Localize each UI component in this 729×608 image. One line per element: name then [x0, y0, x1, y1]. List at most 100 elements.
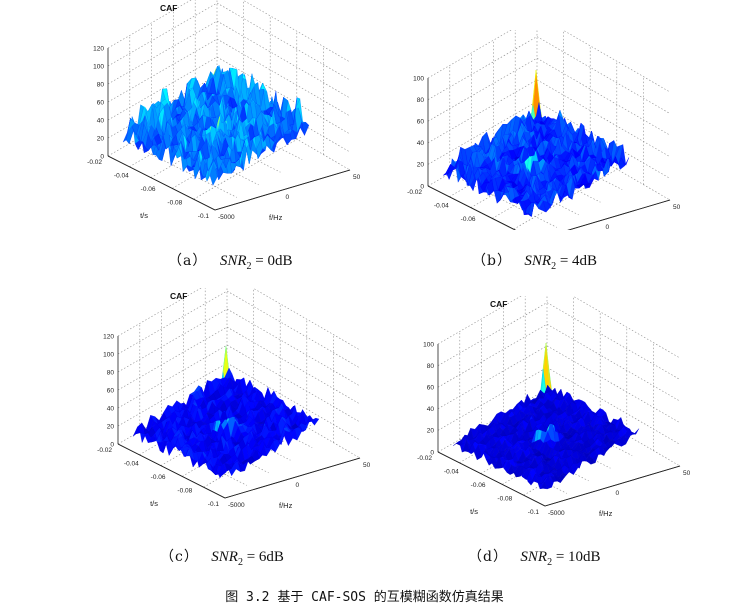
subfigure-b-caption: （b） SNR2 = 4dB — [472, 250, 597, 272]
subfigure-a-plot: 0 20 40 60 80 100 120 -0.02 -0.04 -0.06 -0.08 -0.1 -… — [60, 0, 360, 230]
gridline — [117, 308, 361, 387]
subfigure-label: （b） — [472, 253, 512, 269]
gridline — [427, 101, 671, 179]
t-tick-label: -0.08 — [177, 488, 192, 495]
gridline — [117, 326, 361, 405]
chart-title: CAF — [490, 299, 507, 309]
gridline — [107, 38, 351, 117]
gridline — [437, 323, 681, 402]
y-axis-label: f/Hz — [599, 509, 613, 518]
gridline — [437, 296, 681, 359]
gridline — [117, 362, 361, 441]
gridline — [427, 36, 671, 114]
z-tick-label: 40 — [97, 117, 105, 124]
t-tick-label: -0.1 — [208, 501, 220, 508]
t-axis-line — [107, 155, 216, 211]
chart-title: CAF — [160, 3, 177, 13]
t-tick-label: -0.02 — [417, 455, 432, 462]
gridline — [427, 57, 671, 136]
t-tick-label: -0.02 — [407, 189, 422, 196]
f-tick-label: 5000 — [363, 462, 370, 469]
gridline — [437, 388, 681, 467]
z-tick-label: 80 — [417, 97, 425, 104]
snr-sub: 2 — [547, 557, 553, 568]
gridline — [427, 79, 671, 158]
z-tick-label: 80 — [107, 369, 115, 376]
subfigure-d-caption: （d） SNR2 = 10dB — [468, 546, 601, 568]
z-tick-label: 120 — [103, 333, 114, 340]
figure-caption: 图 3.2 基于 CAF-SOS 的互模糊函数仿真结果 — [225, 590, 504, 605]
z-tick-label: 0 — [430, 449, 434, 456]
z-tick-label: 40 — [417, 140, 425, 147]
t-tick-label: -0.08 — [167, 200, 182, 207]
gridline — [117, 290, 361, 369]
subfigure-b-plot: 020406080100-0.02-0.04-0.06-0.08-0.1-500… — [380, 30, 680, 230]
f-tick-label: 5000 — [353, 174, 360, 181]
z-tick-label: 100 — [93, 63, 104, 70]
f-tick-label: 0 — [616, 490, 620, 497]
t-tick-label: -0.06 — [471, 482, 486, 489]
z-tick-label: 0 — [110, 441, 114, 448]
snr-value: = 6dB — [242, 549, 284, 565]
gridline — [107, 2, 351, 81]
gridline — [117, 380, 361, 459]
z-tick-label: 60 — [427, 385, 435, 392]
gridline — [437, 367, 681, 445]
t-tick-label: -0.04 — [114, 173, 129, 180]
mesh-cell — [122, 118, 131, 143]
t-tick-label: -0.06 — [141, 186, 156, 193]
mesh-cell — [132, 426, 141, 437]
subfigure-d-plot: 0 20 40 60 80 100 -0.02 -0.04 -0.06 -0.08 -0.1 -500… — [390, 296, 690, 518]
gridline — [107, 56, 351, 135]
t-tick-label: -0.02 — [97, 447, 112, 454]
snr-var: SNR — [219, 253, 247, 269]
gridline — [427, 122, 671, 201]
subfigure-c-plot: 0 20 40 60 80 100 120 -0.02 -0.04 -0.06 -0.08 -0.1 -… — [70, 288, 370, 518]
surface-mesh — [122, 64, 310, 186]
subfigure-label: （d） — [468, 549, 508, 565]
t-tick-label: -0.04 — [444, 469, 459, 476]
z-tick-label: 0 — [100, 153, 104, 160]
z-tick-label: 20 — [427, 428, 435, 435]
surface-mesh — [442, 70, 630, 217]
gridline — [107, 92, 351, 171]
f-tick-label: -5000 — [228, 502, 245, 509]
gridline — [437, 345, 681, 424]
x-axis-label: t/s — [150, 499, 158, 508]
z-tick-label: 40 — [107, 405, 115, 412]
x-axis-label: t/s — [140, 211, 148, 220]
t-tick-label: -0.04 — [434, 203, 449, 210]
z-tick-label: 120 — [93, 45, 104, 52]
z-tick-label: 100 — [103, 351, 114, 358]
f-tick-label: -5000 — [218, 214, 235, 221]
t-tick-label: -0.02 — [87, 159, 102, 166]
snr-var: SNR — [520, 549, 548, 565]
snr-sub: 2 — [246, 261, 252, 272]
z-tick-label: 80 — [97, 81, 105, 88]
t-tick-label: -0.06 — [461, 216, 476, 223]
chart-title: CAF — [170, 291, 187, 301]
snr-value: = 10dB — [552, 549, 601, 565]
snr-value: = 4dB — [556, 253, 598, 269]
z-tick-label: 80 — [427, 363, 435, 370]
z-tick-label: 20 — [417, 162, 425, 169]
z-tick-label: 60 — [97, 99, 105, 106]
gridline — [107, 0, 351, 63]
subfigure-label: （c） — [160, 549, 199, 565]
f-axis-line — [567, 199, 671, 230]
f-tick-label: 0 — [606, 224, 610, 230]
f-axis-line — [544, 465, 681, 507]
f-tick-label: 0 — [286, 194, 290, 201]
snr-sub: 2 — [237, 557, 243, 568]
f-axis-line — [214, 169, 351, 211]
z-tick-label: 100 — [423, 341, 434, 348]
z-tick-label: 20 — [107, 423, 115, 430]
z-tick-label: 60 — [107, 387, 115, 394]
snr-var: SNR — [211, 549, 238, 565]
z-tick-label: 0 — [420, 183, 424, 190]
snr-sub: 2 — [551, 261, 557, 272]
t-axis-line — [427, 185, 517, 230]
snr-value: = 0dB — [251, 253, 293, 269]
x-axis-label: t/s — [470, 507, 478, 516]
t-tick-label: -0.1 — [198, 213, 210, 220]
